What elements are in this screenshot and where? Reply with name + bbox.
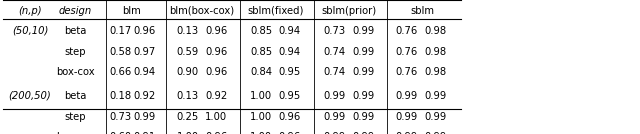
Text: 0.66: 0.66 [109, 67, 131, 77]
Text: 1.00: 1.00 [177, 132, 198, 134]
Text: 0.95: 0.95 [279, 91, 301, 101]
Text: 0.90: 0.90 [177, 67, 198, 77]
Text: 0.94: 0.94 [279, 47, 301, 57]
Text: 0.91: 0.91 [133, 132, 155, 134]
Text: 0.92: 0.92 [205, 91, 227, 101]
Text: 0.58: 0.58 [109, 47, 131, 57]
Text: 1.00: 1.00 [250, 112, 272, 122]
Text: 0.99: 0.99 [323, 112, 345, 122]
Text: 0.76: 0.76 [396, 26, 417, 36]
Text: 0.99: 0.99 [353, 132, 374, 134]
Text: box-cox: box-cox [56, 132, 95, 134]
Text: 0.99: 0.99 [353, 47, 374, 57]
Text: 0.99: 0.99 [424, 112, 446, 122]
Text: 1.00: 1.00 [205, 112, 227, 122]
Text: 0.96: 0.96 [205, 132, 227, 134]
Text: blm(box-cox): blm(box-cox) [169, 6, 234, 16]
Text: 0.73: 0.73 [323, 26, 345, 36]
Text: step: step [65, 112, 86, 122]
Text: design: design [59, 6, 92, 16]
Text: beta: beta [65, 91, 86, 101]
Text: (50,10): (50,10) [12, 26, 48, 36]
Text: 0.76: 0.76 [396, 67, 417, 77]
Text: 0.73: 0.73 [109, 112, 131, 122]
Text: 0.17: 0.17 [109, 26, 131, 36]
Text: 0.99: 0.99 [396, 132, 417, 134]
Text: 0.99: 0.99 [424, 91, 446, 101]
Text: step: step [65, 47, 86, 57]
Text: 0.74: 0.74 [323, 67, 345, 77]
Text: 0.99: 0.99 [424, 132, 446, 134]
Text: 0.96: 0.96 [205, 67, 227, 77]
Text: 0.96: 0.96 [279, 132, 301, 134]
Text: 0.99: 0.99 [353, 67, 374, 77]
Text: 1.00: 1.00 [250, 91, 272, 101]
Text: 0.96: 0.96 [205, 26, 227, 36]
Text: 0.85: 0.85 [250, 26, 272, 36]
Text: 0.99: 0.99 [323, 91, 345, 101]
Text: 0.99: 0.99 [353, 112, 374, 122]
Text: 0.99: 0.99 [133, 112, 155, 122]
Text: 0.59: 0.59 [177, 47, 198, 57]
Text: sblm(fixed): sblm(fixed) [247, 6, 303, 16]
Text: (n,p): (n,p) [19, 6, 42, 16]
Text: (200,50): (200,50) [9, 91, 51, 101]
Text: blm: blm [122, 6, 141, 16]
Text: sblm: sblm [410, 6, 435, 16]
Text: 0.98: 0.98 [424, 67, 446, 77]
Text: 0.94: 0.94 [279, 26, 301, 36]
Text: 1.00: 1.00 [250, 132, 272, 134]
Text: box-cox: box-cox [56, 67, 95, 77]
Text: 0.99: 0.99 [353, 91, 374, 101]
Text: 0.60: 0.60 [109, 132, 131, 134]
Text: 0.97: 0.97 [133, 47, 155, 57]
Text: sblm(prior): sblm(prior) [321, 6, 376, 16]
Text: 0.99: 0.99 [353, 26, 374, 36]
Text: 0.99: 0.99 [396, 112, 417, 122]
Text: 0.95: 0.95 [279, 67, 301, 77]
Text: 0.96: 0.96 [279, 112, 301, 122]
Text: 0.99: 0.99 [323, 132, 345, 134]
Text: 0.13: 0.13 [177, 91, 198, 101]
Text: 0.84: 0.84 [250, 67, 272, 77]
Text: 0.98: 0.98 [424, 26, 446, 36]
Text: 0.98: 0.98 [424, 47, 446, 57]
Text: 0.96: 0.96 [205, 47, 227, 57]
Text: 0.99: 0.99 [396, 91, 417, 101]
Text: 0.94: 0.94 [133, 67, 155, 77]
Text: 0.96: 0.96 [133, 26, 155, 36]
Text: 0.76: 0.76 [396, 47, 417, 57]
Text: 0.74: 0.74 [323, 47, 345, 57]
Text: beta: beta [65, 26, 86, 36]
Text: 0.92: 0.92 [133, 91, 155, 101]
Text: 0.18: 0.18 [109, 91, 131, 101]
Text: 0.25: 0.25 [177, 112, 198, 122]
Text: 0.85: 0.85 [250, 47, 272, 57]
Text: 0.13: 0.13 [177, 26, 198, 36]
